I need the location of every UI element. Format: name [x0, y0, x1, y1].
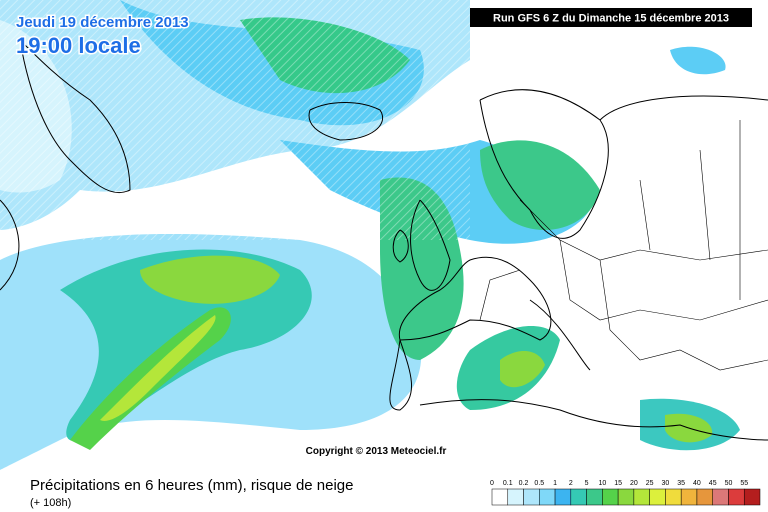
scale-label: 1 [553, 480, 557, 487]
color-scale: 0 0.1 0.2 0.5 1 2 5 10 15 20 25 30 35 40 45 50 55 [490, 480, 761, 506]
scale-swatch [665, 488, 682, 506]
time-label: 19:00 locale [16, 33, 141, 58]
date-label: Jeudi 19 décembre 2013 [16, 14, 189, 31]
scale-swatch [680, 488, 698, 506]
legend-title: Précipitations en 6 heures (mm), risque … [30, 477, 354, 494]
scale-swatch [649, 488, 666, 506]
scale-label: 2 [569, 480, 573, 487]
scale-swatch [617, 488, 635, 506]
scale-label: 5 [585, 480, 589, 487]
run-label: Run GFS 6 Z du Dimanche 15 décembre 2013 [493, 13, 729, 25]
scale-label: 0.2 [519, 480, 529, 487]
scale-swatch [602, 488, 619, 506]
scale-label: 0.1 [503, 480, 513, 487]
scale-swatch [633, 488, 650, 506]
copyright: Copyright © 2013 Meteociel.fr [306, 446, 447, 457]
run-box [470, 8, 752, 27]
coastlines [0, 39, 768, 441]
scale-swatch [539, 488, 556, 506]
scale-label: 25 [646, 480, 654, 487]
scale-label: 45 [709, 480, 717, 487]
scale-swatch [491, 488, 509, 506]
scale-label: 15 [614, 480, 622, 487]
precipitation-areas [0, 0, 740, 470]
forecast-offset: (+ 108h) [30, 497, 71, 509]
scale-swatch [696, 488, 713, 506]
scale-label: 20 [630, 480, 638, 487]
scale-swatch [554, 488, 572, 506]
scale-swatch [586, 488, 603, 506]
scale-swatch [728, 488, 745, 506]
scale-swatch [507, 488, 524, 506]
scale-label: 10 [598, 480, 606, 487]
scale-swatch [570, 488, 587, 506]
scale-swatch [743, 488, 761, 506]
borders [479, 120, 768, 371]
scale-label: 0.5 [534, 480, 544, 487]
scale-label: 30 [662, 480, 670, 487]
scale-swatch [523, 488, 540, 506]
scale-label: 0 [490, 480, 494, 487]
scale-label: 40 [693, 480, 701, 487]
scale-label: 50 [725, 480, 733, 487]
scale-label: 35 [677, 480, 685, 487]
scale-swatch [712, 488, 729, 506]
scale-label: 55 [740, 480, 748, 487]
